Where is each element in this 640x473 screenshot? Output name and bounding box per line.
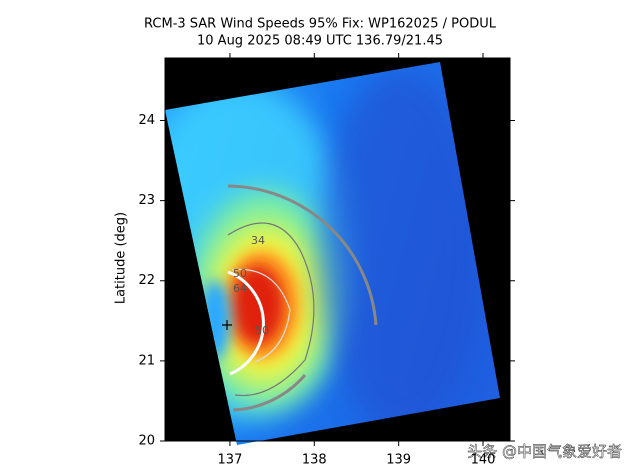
contour-label: 50	[255, 324, 269, 337]
x-tick-label: 137	[218, 453, 243, 468]
fix-marker	[222, 320, 232, 330]
y-tick-label: 20	[138, 434, 155, 449]
wind-radius-50	[227, 270, 265, 376]
x-tick-label: 138	[302, 453, 327, 468]
contour	[227, 222, 315, 397]
chart-subtitle: 10 Aug 2025 08:49 UTC 136.79/21.45	[197, 34, 443, 49]
y-tick-label: 23	[138, 193, 155, 208]
x-tick-label: 139	[386, 453, 411, 468]
sar-image	[165, 62, 500, 445]
y-tick-label: 21	[138, 353, 155, 368]
y-axis-label: Latitude (deg)	[114, 212, 129, 304]
x-tick-label: 140	[471, 453, 496, 468]
contour-label: 64	[233, 282, 247, 295]
wind-radius-34	[227, 184, 378, 326]
contour-label: 34	[251, 234, 265, 247]
wind-radius-34	[232, 374, 307, 412]
y-tick-label: 24	[138, 113, 155, 128]
y-tick-label: 22	[138, 273, 155, 288]
contour	[231, 268, 291, 363]
contour-label: 50	[233, 267, 247, 280]
frame	[164, 57, 511, 442]
chart-title: RCM-3 SAR Wind Speeds 95% Fix: WP162025 …	[144, 17, 497, 32]
watermark: 头条 @中国气象爱好者	[467, 443, 622, 461]
